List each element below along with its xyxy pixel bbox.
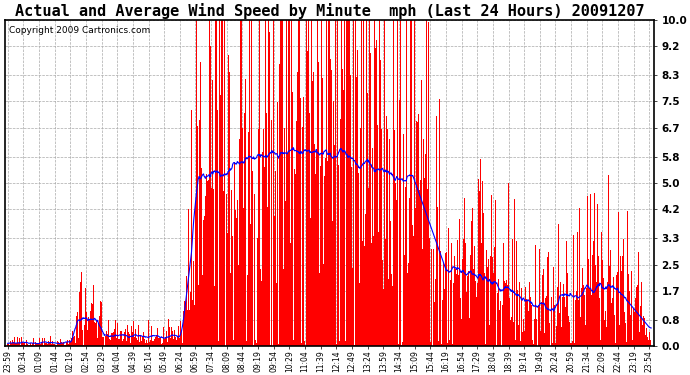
Title: Actual and Average Wind Speed by Minute  mph (Last 24 Hours) 20091207: Actual and Average Wind Speed by Minute …: [14, 3, 644, 19]
Text: Copyright 2009 Cartronics.com: Copyright 2009 Cartronics.com: [9, 27, 150, 36]
